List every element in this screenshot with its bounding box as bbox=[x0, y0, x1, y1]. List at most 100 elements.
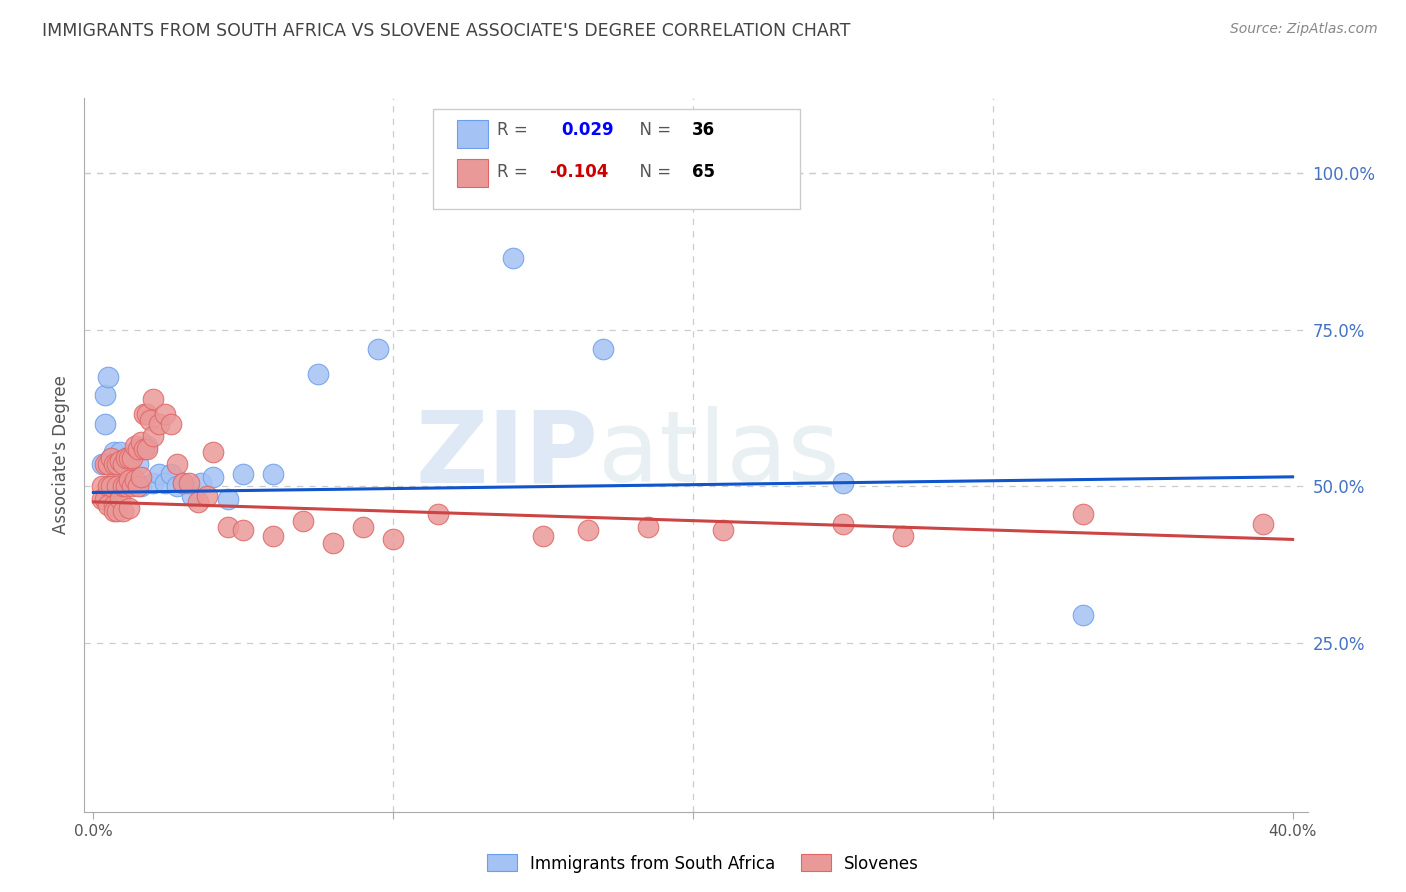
Text: N =: N = bbox=[628, 162, 676, 180]
Point bbox=[148, 417, 170, 431]
Point bbox=[592, 342, 614, 356]
Point bbox=[232, 523, 254, 537]
Text: R =: R = bbox=[496, 121, 538, 139]
Point bbox=[148, 467, 170, 481]
Point bbox=[831, 516, 853, 531]
Point bbox=[181, 489, 204, 503]
Point bbox=[307, 367, 329, 381]
Point bbox=[91, 479, 114, 493]
Point bbox=[121, 476, 143, 491]
Point bbox=[1251, 516, 1274, 531]
Point bbox=[367, 342, 389, 356]
Point bbox=[118, 473, 141, 487]
Text: 0.029: 0.029 bbox=[561, 121, 614, 139]
Point bbox=[142, 429, 165, 443]
Point bbox=[637, 520, 659, 534]
Text: 36: 36 bbox=[692, 121, 716, 139]
Point bbox=[94, 417, 117, 431]
Point bbox=[217, 491, 239, 506]
Point bbox=[115, 479, 138, 493]
Point bbox=[155, 407, 177, 421]
Point bbox=[97, 479, 120, 493]
Text: N =: N = bbox=[628, 121, 676, 139]
Point bbox=[1071, 607, 1094, 622]
Point bbox=[112, 458, 135, 472]
Point bbox=[427, 508, 450, 522]
Point bbox=[292, 514, 315, 528]
Point bbox=[105, 458, 128, 472]
Text: R =: R = bbox=[496, 162, 533, 180]
Point bbox=[131, 479, 153, 493]
Point bbox=[97, 458, 120, 472]
Point bbox=[115, 451, 138, 466]
Point bbox=[136, 407, 159, 421]
FancyBboxPatch shape bbox=[457, 159, 488, 187]
Point bbox=[831, 476, 853, 491]
Point bbox=[127, 479, 149, 493]
Point bbox=[103, 504, 125, 518]
Point bbox=[105, 467, 128, 481]
Text: 65: 65 bbox=[692, 162, 716, 180]
Point bbox=[115, 451, 138, 466]
Point bbox=[110, 491, 132, 506]
Point bbox=[136, 438, 159, 452]
Point bbox=[127, 442, 149, 456]
Point bbox=[142, 392, 165, 406]
Point bbox=[118, 467, 141, 481]
Point bbox=[217, 520, 239, 534]
Point bbox=[121, 451, 143, 466]
Point bbox=[121, 479, 143, 493]
Point bbox=[160, 467, 183, 481]
Point bbox=[100, 451, 122, 466]
Point bbox=[155, 476, 177, 491]
Point bbox=[576, 523, 599, 537]
Point bbox=[97, 498, 120, 512]
Point bbox=[202, 470, 225, 484]
Point bbox=[124, 473, 146, 487]
Text: Source: ZipAtlas.com: Source: ZipAtlas.com bbox=[1230, 22, 1378, 37]
Text: IMMIGRANTS FROM SOUTH AFRICA VS SLOVENE ASSOCIATE'S DEGREE CORRELATION CHART: IMMIGRANTS FROM SOUTH AFRICA VS SLOVENE … bbox=[42, 22, 851, 40]
Point bbox=[105, 479, 128, 493]
Point bbox=[103, 444, 125, 458]
Point bbox=[134, 407, 156, 421]
Point bbox=[166, 479, 188, 493]
Point bbox=[1071, 508, 1094, 522]
Point bbox=[172, 476, 194, 491]
Point bbox=[195, 489, 218, 503]
Point bbox=[172, 476, 194, 491]
Point bbox=[891, 529, 914, 543]
Point bbox=[134, 442, 156, 456]
Legend: Immigrants from South Africa, Slovenes: Immigrants from South Africa, Slovenes bbox=[481, 847, 925, 880]
Point bbox=[103, 498, 125, 512]
Point bbox=[97, 369, 120, 384]
FancyBboxPatch shape bbox=[457, 120, 488, 148]
Point bbox=[100, 479, 122, 493]
Text: ZIP: ZIP bbox=[415, 407, 598, 503]
Point bbox=[202, 444, 225, 458]
Point bbox=[105, 479, 128, 493]
Point bbox=[232, 467, 254, 481]
Point bbox=[166, 458, 188, 472]
Point bbox=[531, 529, 554, 543]
Y-axis label: Associate's Degree: Associate's Degree bbox=[52, 376, 70, 534]
Point bbox=[100, 451, 122, 466]
Point bbox=[262, 467, 284, 481]
Text: -0.104: -0.104 bbox=[550, 162, 609, 180]
Point bbox=[179, 476, 201, 491]
Point bbox=[131, 435, 153, 450]
Point bbox=[91, 491, 114, 506]
Point bbox=[105, 504, 128, 518]
Point bbox=[91, 458, 114, 472]
Point bbox=[94, 458, 117, 472]
Point bbox=[103, 458, 125, 472]
Point bbox=[187, 495, 209, 509]
Point bbox=[131, 470, 153, 484]
Point bbox=[352, 520, 374, 534]
Point bbox=[94, 388, 117, 402]
Text: atlas: atlas bbox=[598, 407, 839, 503]
Point bbox=[382, 533, 405, 547]
Point bbox=[112, 504, 135, 518]
Point bbox=[190, 476, 212, 491]
Point bbox=[110, 444, 132, 458]
Point bbox=[136, 442, 159, 456]
